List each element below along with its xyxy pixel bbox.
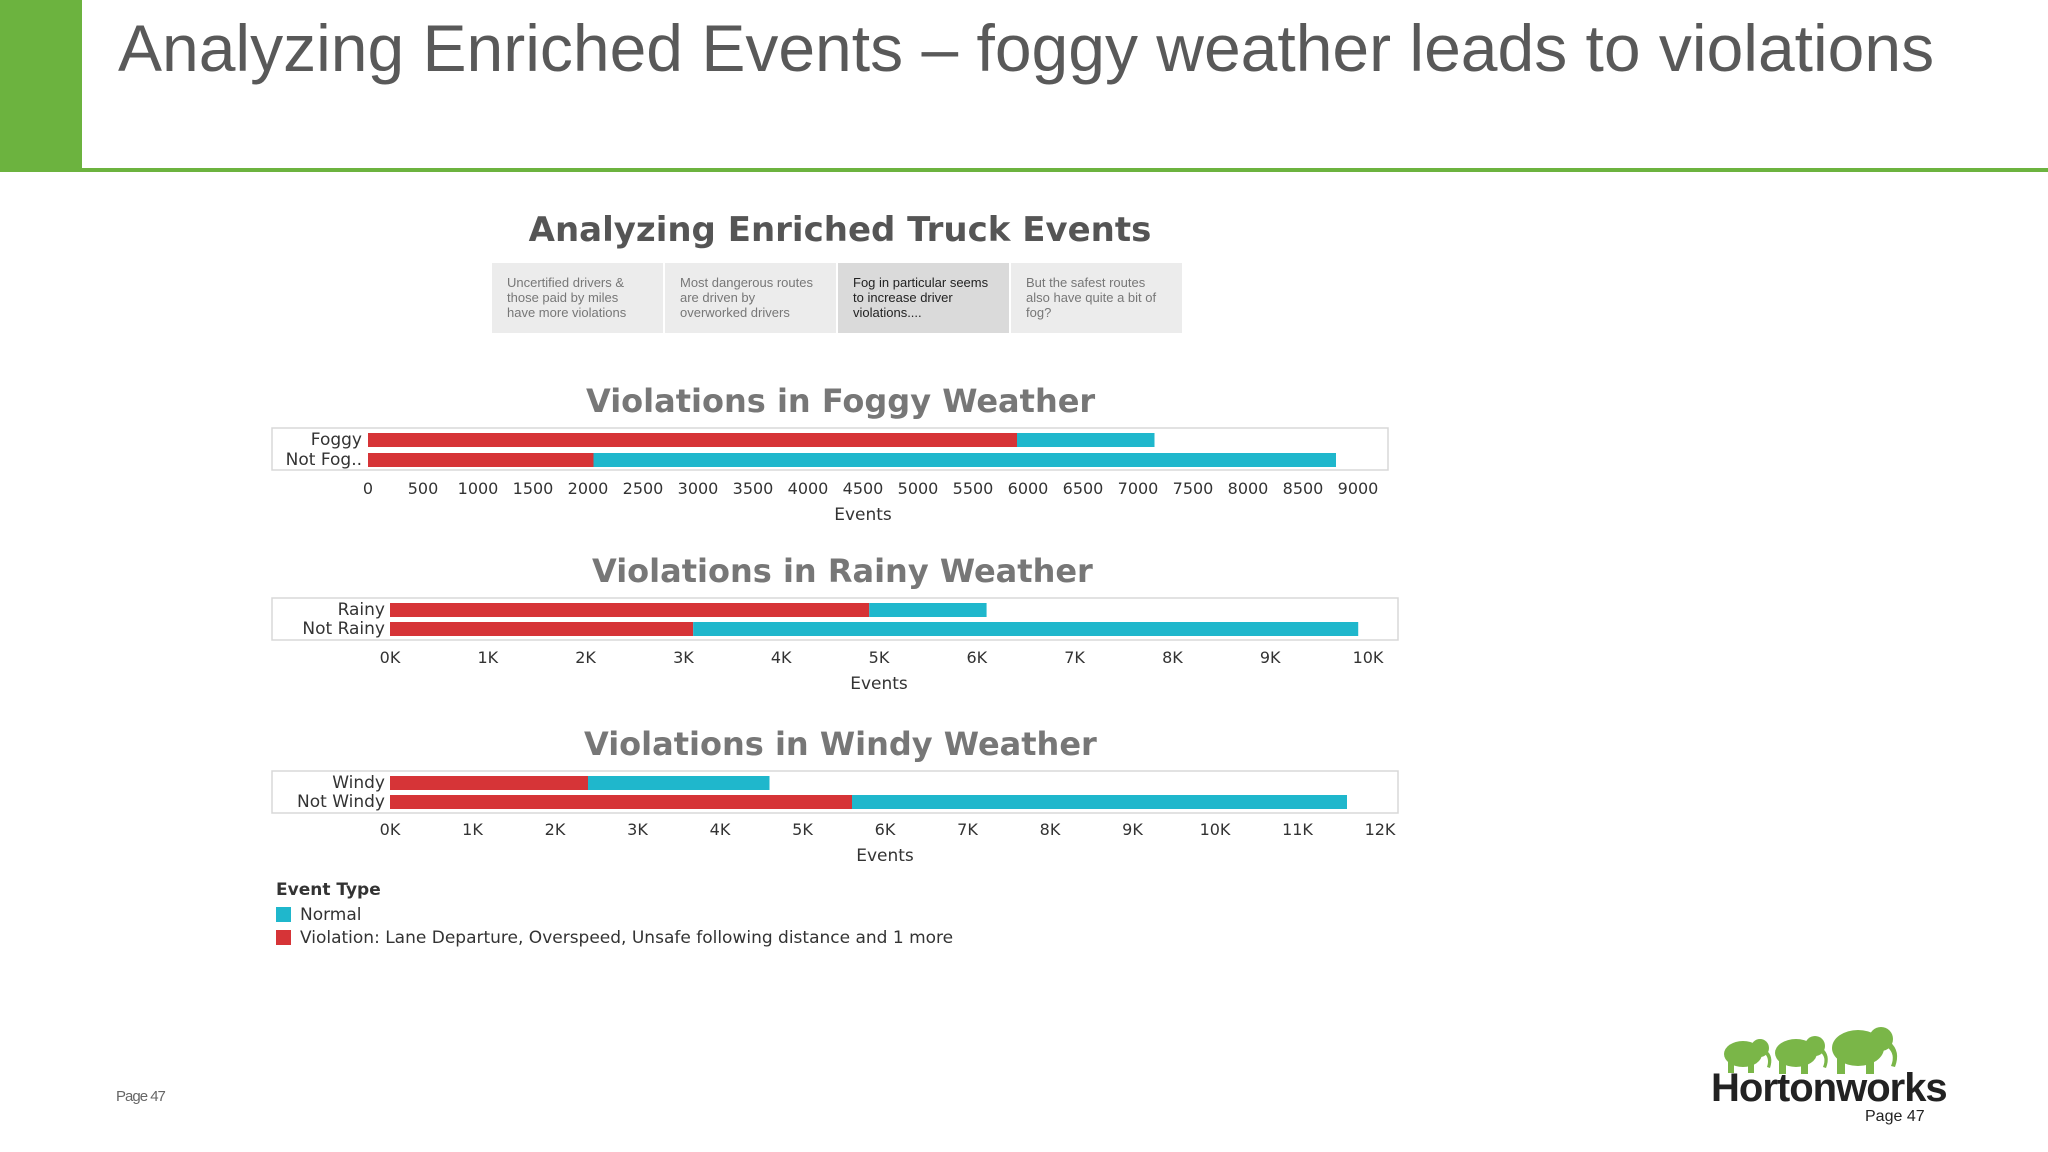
x-axis-label: Events <box>834 505 892 525</box>
category-label: Rainy <box>338 600 385 620</box>
legend-swatch-normal <box>276 907 291 922</box>
tick-label: 6500 <box>1063 479 1104 498</box>
x-axis-label: Events <box>850 674 908 694</box>
tick-label: 6K <box>966 648 987 667</box>
tick-label: 500 <box>408 479 439 498</box>
legend-label-normal: Normal <box>300 904 362 925</box>
chart-frame <box>271 597 1399 641</box>
category-label: Not Rainy <box>302 619 385 639</box>
x-axis-label: Events <box>856 846 914 866</box>
tick-label: 0 <box>363 479 373 498</box>
tick-label: 1000 <box>458 479 499 498</box>
chart-frame <box>271 770 1399 814</box>
tick-label: 1500 <box>513 479 554 498</box>
tick-label: 7500 <box>1173 479 1214 498</box>
tick-label: 7000 <box>1118 479 1159 498</box>
chart-title-windy: Violations in Windy Weather <box>584 725 1097 763</box>
tick-label: 8K <box>1162 648 1183 667</box>
tick-label: 5K <box>792 820 813 839</box>
legend-item-violation[interactable]: Violation: Lane Departure, Overspeed, Un… <box>276 926 953 949</box>
tick-label: 7K <box>957 820 978 839</box>
tick-label: 1K <box>477 648 498 667</box>
tick-label: 10K <box>1200 820 1231 839</box>
bar-violation <box>390 603 870 617</box>
slide-title: Analyzing Enriched Events – foggy weathe… <box>118 11 1935 85</box>
story-tab-4[interactable]: But the safest routes also have quite a … <box>1011 263 1184 333</box>
tick-label: 8K <box>1040 820 1061 839</box>
tick-label: 2500 <box>623 479 664 498</box>
bar-normal <box>593 453 1336 467</box>
tick-label: 0K <box>380 648 401 667</box>
tick-label: 3K <box>627 820 648 839</box>
tick-label: 12K <box>1365 820 1396 839</box>
legend-title: Event Type <box>276 880 381 900</box>
tick-label: 4000 <box>788 479 829 498</box>
bar-violation <box>390 622 694 636</box>
tick-label: 5500 <box>953 479 994 498</box>
chart-frame <box>271 427 1389 471</box>
story-tab-3[interactable]: Fog in particular seems to increase driv… <box>838 263 1011 333</box>
bar-violation <box>368 433 1017 447</box>
category-label: Windy <box>332 773 385 793</box>
legend-item-normal[interactable]: Normal <box>276 903 953 926</box>
tick-label: 3000 <box>678 479 719 498</box>
story-tab-1[interactable]: Uncertified drivers & those paid by mile… <box>492 263 665 333</box>
bar-normal <box>1017 433 1155 447</box>
category-label: Not Fog.. <box>286 450 362 470</box>
chart-title-foggy: Violations in Foggy Weather <box>586 382 1096 420</box>
story-tabs: Uncertified drivers & those paid by mile… <box>492 263 1184 333</box>
bar-violation <box>368 453 594 467</box>
legend-label-violation: Violation: Lane Departure, Overspeed, Un… <box>300 927 954 948</box>
tick-label: 4K <box>771 648 792 667</box>
bar-violation <box>390 776 588 790</box>
tick-label: 5K <box>869 648 890 667</box>
tick-label: 1K <box>462 820 483 839</box>
tick-label: 9K <box>1122 820 1143 839</box>
tick-label: 2K <box>575 648 596 667</box>
elephant-logo-icon <box>1724 1027 1898 1074</box>
bar-violation <box>390 795 852 809</box>
legend: Event Type Normal Violation: Lane Depart… <box>276 880 953 949</box>
tick-label: 7K <box>1064 648 1085 667</box>
category-label: Foggy <box>311 430 362 450</box>
tick-label: 3K <box>673 648 694 667</box>
tick-label: 9K <box>1260 648 1281 667</box>
bar-normal <box>588 776 770 790</box>
tick-label: 0K <box>380 820 401 839</box>
title-divider <box>0 168 2048 172</box>
page-number-left: Page 47 <box>116 1088 166 1105</box>
tick-label: 6K <box>875 820 896 839</box>
logo-text: Hortonworks <box>1711 1066 1948 1110</box>
bar-normal <box>693 622 1359 636</box>
tick-label: 3500 <box>733 479 774 498</box>
legend-swatch-violation <box>276 930 291 945</box>
category-label: Not Windy <box>297 792 385 812</box>
tick-label: 4500 <box>843 479 884 498</box>
dashboard-title: Analyzing Enriched Truck Events <box>528 210 1152 250</box>
tick-label: 2K <box>545 820 566 839</box>
bar-normal <box>852 795 1347 809</box>
title-accent-block <box>0 0 82 172</box>
tick-label: 4K <box>710 820 731 839</box>
tick-label: 8500 <box>1283 479 1324 498</box>
tick-label: 9000 <box>1338 479 1379 498</box>
page-number-right: Page 47 <box>1865 1108 1925 1125</box>
bar-normal <box>869 603 987 617</box>
tick-label: 5000 <box>898 479 939 498</box>
tick-label: 8000 <box>1228 479 1269 498</box>
tick-label: 6000 <box>1008 479 1049 498</box>
tick-label: 10K <box>1353 648 1384 667</box>
chart-title-rainy: Violations in Rainy Weather <box>592 552 1093 590</box>
story-tab-2[interactable]: Most dangerous routes are driven by over… <box>665 263 838 333</box>
tick-label: 11K <box>1282 820 1313 839</box>
tick-label: 2000 <box>568 479 609 498</box>
